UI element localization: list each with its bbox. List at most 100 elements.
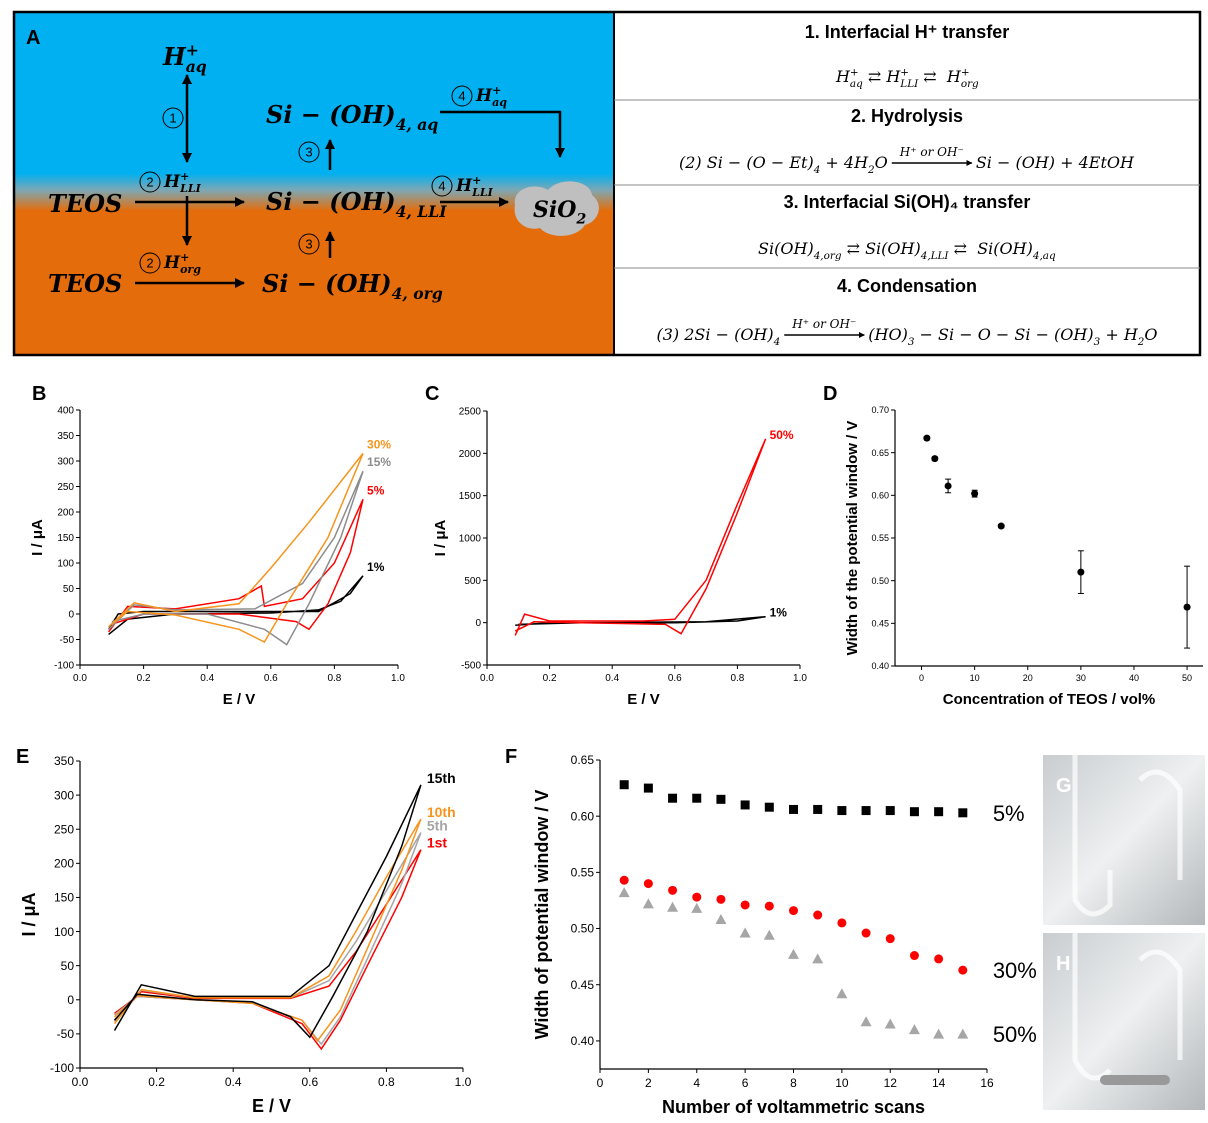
- y-tick-label: 200: [57, 508, 74, 519]
- series-label: 5%: [367, 483, 385, 497]
- y-tick-label: 0.65: [571, 753, 595, 767]
- subscript: 4,aq: [1032, 250, 1056, 262]
- point: [619, 780, 629, 790]
- panel-label: B: [32, 383, 46, 405]
- y-tick-label: 1500: [459, 491, 482, 502]
- x-axis-title: E / V: [252, 1096, 291, 1116]
- series-label: 50%: [770, 428, 794, 442]
- series-label: 5th: [427, 818, 448, 834]
- table-rules: [614, 99, 1200, 269]
- series-label: 50%: [993, 1022, 1037, 1047]
- text-run: H: [475, 86, 493, 106]
- subscript: 4: [813, 164, 821, 176]
- rich-text: (2) Si − (O − Et)4 + 4H2O: [679, 153, 888, 176]
- y-axis-title: I / μA: [29, 519, 46, 556]
- panel-label: D: [823, 383, 837, 405]
- y-tick-label: 100: [54, 925, 74, 939]
- point: [909, 951, 919, 961]
- rich-text: H+ aq ⇄ H+ LLI ⇄ H+ org: [835, 67, 979, 90]
- table-title: 3. Interfacial Si(OH)₄ transfer: [784, 192, 1031, 212]
- point: [619, 875, 629, 885]
- photo-h: H: [1043, 933, 1205, 1110]
- x-tick-label: 50: [1182, 673, 1192, 683]
- y-tick-label: 0: [67, 993, 74, 1007]
- y-tick-label: 0.60: [571, 809, 595, 823]
- x-axis-title: E / V: [223, 691, 256, 708]
- point: [909, 807, 919, 817]
- step-label: H+ org: [163, 251, 201, 276]
- superscript: +: [180, 251, 189, 264]
- step-circle: [451, 85, 473, 107]
- cv-curve: [108, 470, 364, 646]
- point: [692, 793, 702, 803]
- point: [934, 807, 944, 817]
- point: [837, 918, 847, 928]
- y-tick-label: 0.70: [871, 405, 889, 415]
- series-label: 5%: [993, 801, 1025, 826]
- step-number: 3: [305, 145, 312, 160]
- y-tick-label: 1000: [459, 534, 482, 545]
- subscript: 4, aq: [396, 115, 439, 134]
- x-tick-label: 16: [980, 1076, 994, 1090]
- rich-text: Si − (OH)4, LLI: [266, 187, 447, 221]
- rich-text: (3) 2Si − (OH)4: [656, 325, 780, 348]
- x-tick-label: 0.6: [301, 1075, 318, 1089]
- arrow-label: H⁺ or OH⁻: [791, 317, 856, 331]
- point: [860, 1016, 872, 1027]
- text-run: + H: [1100, 325, 1139, 344]
- y-tick-label: 200: [54, 857, 74, 871]
- point: [971, 490, 979, 498]
- x-tick-label: 10: [835, 1076, 849, 1090]
- y-tick-label: 0.40: [571, 1034, 595, 1048]
- y-axis-title: Width of potential window / V: [532, 790, 552, 1040]
- x-tick-label: 0.0: [480, 673, 494, 684]
- photo-label: H: [1056, 953, 1070, 975]
- x-axis-title: E / V: [627, 691, 660, 708]
- rich-text: H+ aq: [475, 84, 507, 109]
- point: [618, 887, 630, 898]
- subscript: 4,LLI: [920, 250, 950, 262]
- point: [788, 948, 799, 959]
- text-run: + 4H: [820, 153, 869, 172]
- x-tick-label: 14: [932, 1076, 946, 1090]
- subscript: aq: [186, 57, 207, 76]
- rich-text: Si(OH)4,org ⇄ Si(OH)4,LLI ⇄ Si(OH)4,aq: [758, 239, 1056, 262]
- point: [716, 794, 726, 804]
- superscript: +: [492, 84, 501, 97]
- point: [997, 522, 1005, 530]
- x-tick-label: 0.0: [73, 673, 87, 684]
- point: [837, 806, 847, 816]
- point: [740, 800, 750, 810]
- superscript: +: [850, 67, 859, 79]
- text-run: H: [835, 67, 851, 86]
- point: [813, 910, 823, 920]
- superscript: +: [186, 40, 199, 59]
- x-tick-label: 0.2: [543, 673, 557, 684]
- subscript: 2: [1137, 336, 1145, 348]
- y-tick-label: 0: [68, 610, 74, 621]
- x-tick-label: 40: [1129, 673, 1139, 683]
- step-number: 4: [458, 89, 465, 104]
- subscript: 2: [867, 164, 875, 176]
- x-tick-label: 0: [919, 673, 924, 683]
- step-label: H+ LLI: [163, 170, 202, 195]
- point: [958, 965, 968, 975]
- cv-curve: [108, 452, 364, 643]
- subscript: 4: [773, 336, 781, 348]
- subscript: LLI: [179, 182, 202, 195]
- rich-text: SiO2: [533, 197, 586, 228]
- point: [789, 804, 798, 814]
- point: [642, 898, 654, 909]
- x-tick-label: 0.4: [605, 673, 619, 684]
- superscript: +: [961, 67, 970, 79]
- y-tick-label: 350: [54, 754, 74, 768]
- series-label: 30%: [367, 437, 391, 451]
- species: SiO2: [533, 197, 586, 228]
- text-run: SiO: [533, 197, 576, 223]
- x-tick-label: 20: [1023, 673, 1033, 683]
- point: [884, 1018, 896, 1029]
- point: [715, 914, 727, 925]
- step-circle: [139, 252, 161, 274]
- text-run: Si − (OH): [266, 187, 396, 216]
- y-tick-label: 0.50: [571, 922, 595, 936]
